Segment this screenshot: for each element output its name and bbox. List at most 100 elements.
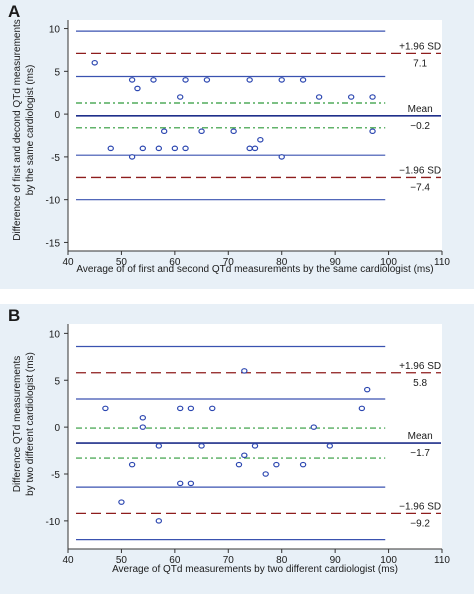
- data-point: [198, 443, 205, 449]
- y-tick-label: -15: [46, 238, 61, 249]
- data-point: [299, 461, 307, 468]
- data-point: [347, 94, 355, 100]
- data-point: [364, 386, 371, 393]
- data-point: [315, 94, 323, 100]
- data-point: [182, 145, 189, 152]
- x-tick-label: 50: [116, 257, 128, 268]
- data-point: [128, 77, 136, 83]
- data-point: [278, 154, 285, 160]
- data-point: [155, 518, 163, 524]
- x-tick-label: 100: [380, 555, 397, 566]
- x-tick-label: 110: [434, 555, 450, 566]
- data-point: [198, 128, 205, 135]
- data-point: [273, 461, 280, 468]
- lower-limit-value: −9.2: [410, 518, 430, 529]
- data-point: [326, 443, 333, 449]
- data-point: [230, 128, 237, 135]
- plot-area: [68, 324, 442, 549]
- lower-limit-label: −1.96 SD: [399, 501, 441, 512]
- data-point: [257, 136, 264, 143]
- data-point: [203, 77, 211, 83]
- data-point: [246, 145, 253, 152]
- data-point: [139, 414, 146, 421]
- mean-value: −0.2: [410, 121, 430, 132]
- x-tick-label: 60: [169, 555, 181, 566]
- lower-limit-value: −7.4: [410, 182, 430, 193]
- y-tick-label: 5: [54, 376, 60, 387]
- x-tick-label: 90: [330, 555, 342, 566]
- lower-limit-label: −1.96 SD: [399, 165, 441, 176]
- panel-b: B 40 50 60 70 80 90 100 110 -10 -5 0 5 10 +1.96 SD 5.8…: [0, 304, 474, 594]
- plot-area: [68, 20, 442, 251]
- data-point: [187, 480, 195, 487]
- data-point: [176, 480, 184, 487]
- data-point: [278, 77, 285, 83]
- mean-label: Mean: [408, 104, 433, 115]
- x-tick-label: 60: [169, 257, 181, 268]
- mean-value: −1.7: [410, 448, 430, 459]
- data-point: [176, 405, 184, 412]
- x-tick-label: 40: [62, 257, 74, 268]
- y-tick-label: 10: [49, 329, 61, 340]
- upper-limit-label: +1.96 SD: [399, 41, 441, 52]
- panel-a-letter: A: [8, 2, 21, 21]
- x-tick-label: 80: [276, 555, 288, 566]
- x-tick-label: 80: [276, 257, 288, 268]
- data-point: [310, 424, 317, 430]
- data-point: [262, 471, 269, 477]
- data-point: [369, 128, 376, 135]
- x-tick-label: 110: [434, 257, 450, 268]
- x-axis-label: Average of QTd measurements by two diffe…: [112, 564, 398, 575]
- data-point: [107, 145, 114, 152]
- data-point: [155, 145, 163, 152]
- upper-limit-value: 7.1: [413, 58, 427, 69]
- upper-limit-label: +1.96 SD: [399, 361, 441, 372]
- data-point: [251, 145, 259, 152]
- y-axis-label-line1: Difference of first and decond QTd measu…: [12, 19, 23, 241]
- data-point: [118, 499, 125, 505]
- data-point: [241, 368, 248, 374]
- y-tick-label: -10: [46, 517, 61, 528]
- data-point: [235, 461, 243, 468]
- data-point: [241, 452, 248, 459]
- panel-a: A 40 50 60 70 80 90 100 110 -15 -10 -5 0 5 10 +1.96 SD…: [0, 0, 474, 289]
- data-point: [246, 77, 253, 83]
- upper-limit-value: 5.8: [413, 378, 427, 389]
- data-point: [134, 85, 141, 92]
- data-point: [369, 94, 376, 100]
- x-tick-label: 40: [62, 555, 74, 566]
- y-tick-label: -5: [51, 153, 60, 164]
- data-point: [299, 77, 307, 83]
- bland-altman-chart-a: 40 50 60 70 80 90 100 110 -15 -10 -5 0 5 10 +1.96 SD 7.…: [12, 19, 450, 275]
- y-axis-label-line2: by two different cardiologist (ms): [25, 352, 36, 496]
- x-tick-label: 50: [116, 555, 128, 566]
- data-point: [160, 128, 168, 135]
- y-axis-label-line1: Difference QTd measurements: [12, 356, 23, 493]
- data-point: [139, 145, 146, 152]
- data-point: [209, 405, 216, 412]
- data-point: [358, 405, 366, 412]
- data-point: [128, 154, 136, 160]
- data-point: [128, 461, 136, 468]
- y-tick-label: 5: [54, 67, 60, 78]
- x-axis-label: Average of of first and second QTd measu…: [76, 264, 433, 275]
- x-tick-label: 90: [330, 257, 342, 268]
- y-tick-label: -10: [46, 196, 61, 207]
- y-tick-label: 0: [54, 110, 60, 121]
- data-point: [251, 443, 259, 449]
- y-tick-label: -5: [51, 470, 60, 481]
- mean-label: Mean: [408, 431, 433, 442]
- y-tick-label: 0: [54, 423, 60, 434]
- y-tick-label: 10: [49, 25, 61, 36]
- y-axis-label-line2: by the same cardiologist (ms): [25, 65, 36, 196]
- data-point: [176, 94, 184, 100]
- data-point: [171, 145, 179, 152]
- data-point: [139, 424, 146, 430]
- x-tick-label: 70: [223, 257, 235, 268]
- bland-altman-chart-b: 40 50 60 70 80 90 100 110 -10 -5 0 5 10 +1.96 SD 5.8 Me…: [12, 324, 450, 575]
- data-point: [182, 77, 189, 83]
- data-point: [91, 59, 98, 66]
- data-point: [150, 77, 157, 83]
- x-tick-label: 70: [223, 555, 235, 566]
- data-point: [155, 443, 163, 449]
